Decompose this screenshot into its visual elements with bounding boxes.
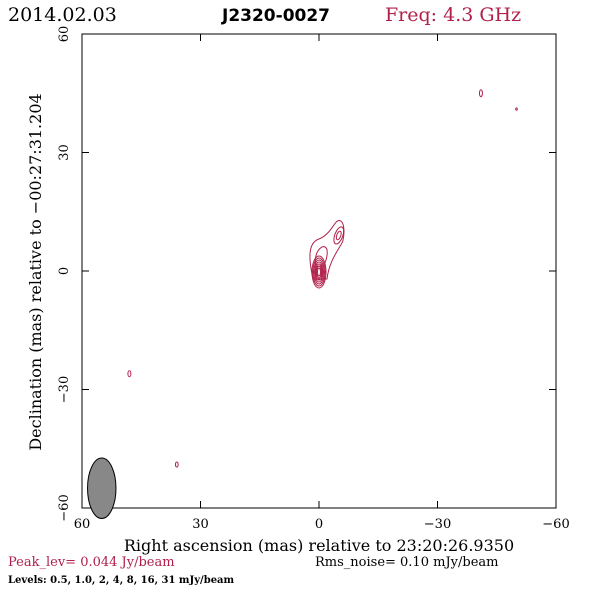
y-tick-label: 30 [57, 144, 72, 161]
contour-group [127, 89, 518, 468]
jet-contour-outer [309, 220, 345, 280]
x-tick-label: 30 [192, 517, 209, 532]
observation-date: 2014.02.03 [8, 4, 117, 26]
core-contour [313, 259, 325, 285]
isolated-component-contour [478, 89, 483, 98]
x-tick-label: −60 [542, 517, 569, 532]
isolated-component-contour [127, 370, 132, 378]
y-tick-label: 0 [57, 267, 72, 275]
levels-label: Levels: 0.5, 1.0, 2, 4, 8, 16, 31 mJy/be… [8, 575, 235, 586]
isolated-component-contour [515, 107, 518, 111]
isolated-component-contour [175, 461, 179, 468]
x-tick-label: 60 [74, 517, 91, 532]
axis-ticks: 60 30 0 −30 −60 −60 −30 0 30 60 [57, 26, 570, 532]
x-tick-label: −30 [424, 517, 451, 532]
peak-level-label: Peak_lev= 0.044 Jy/beam [8, 555, 175, 570]
plot-frame [81, 33, 557, 509]
y-axis-label: Declination (mas) relative to −00:27:31.… [26, 93, 45, 450]
beam-ellipse [87, 457, 117, 519]
y-tick-label: −30 [57, 376, 72, 403]
jet-contour-inner [314, 246, 328, 268]
jet-knot-contour [333, 226, 345, 245]
core-contour [314, 261, 324, 283]
x-axis-label: Right ascension (mas) relative to 23:20:… [124, 536, 514, 555]
x-tick-label: 0 [315, 517, 323, 532]
source-name: J2320-0027 [221, 6, 330, 26]
core-contour [312, 257, 326, 287]
y-tick-label: 60 [57, 26, 72, 43]
jet-knot-contour [335, 230, 342, 241]
y-tick-label: −60 [57, 494, 72, 521]
rms-noise-label: Rms_noise= 0.10 mJy/beam [315, 555, 498, 570]
core-contour [317, 267, 321, 277]
frequency-label: Freq: 4.3 GHz [385, 4, 521, 26]
core-contour [315, 263, 323, 281]
